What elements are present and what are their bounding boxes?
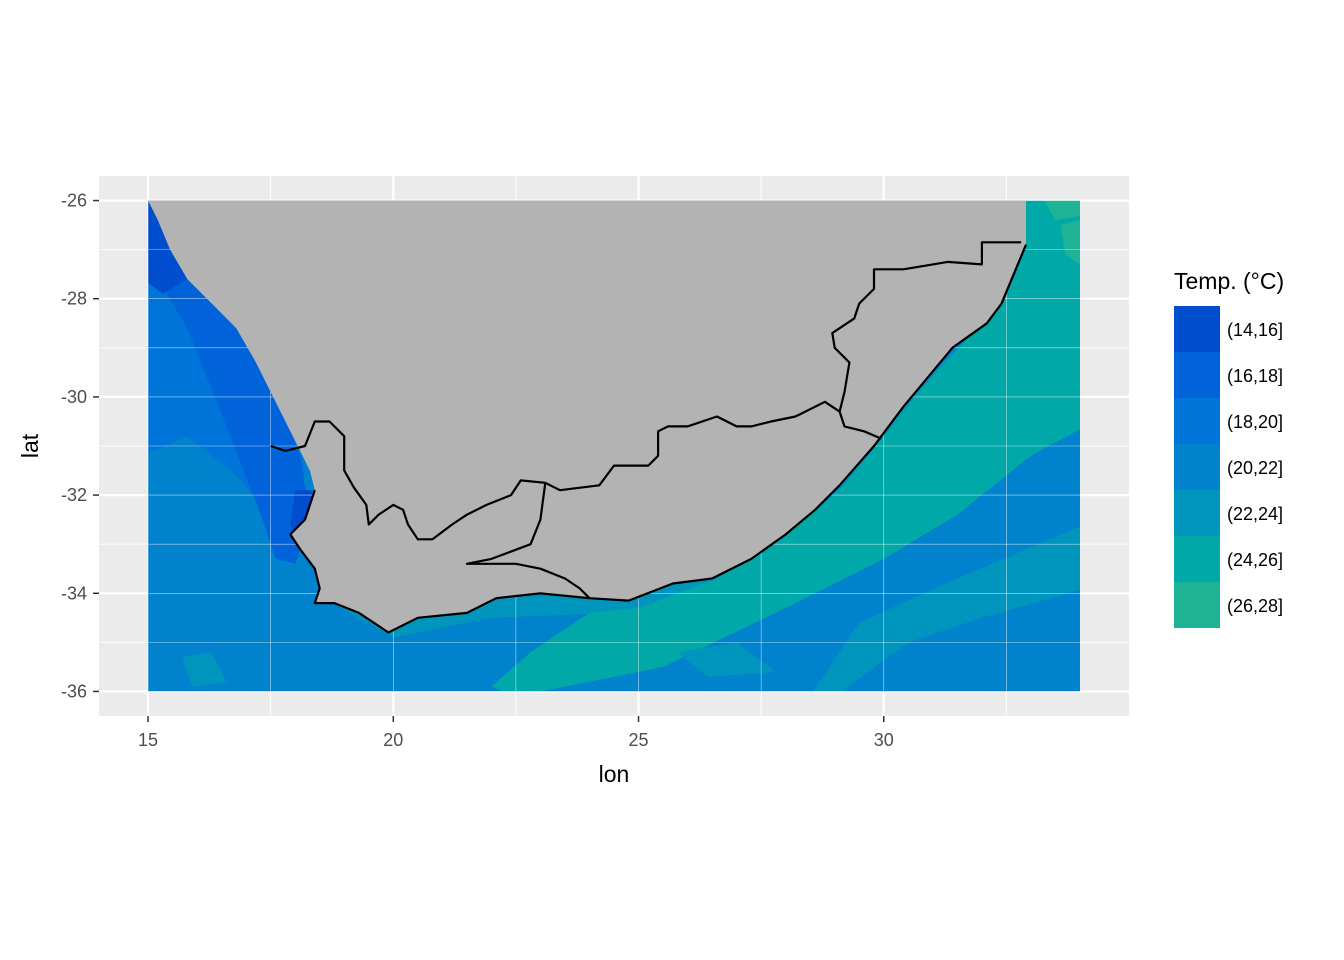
y-tick-label: -28	[61, 289, 87, 309]
legend: Temp. (°C) (14,16](16,18](18,20](20,22](…	[1174, 268, 1284, 628]
legend-label: (26,28]	[1227, 596, 1283, 616]
temperature-zone	[677, 642, 776, 677]
temperature-zone	[148, 200, 310, 564]
y-tick-label: -26	[61, 191, 87, 211]
y-tick-label: -34	[61, 583, 87, 603]
legend-swatch	[1174, 352, 1220, 398]
legend-swatch	[1174, 398, 1220, 444]
x-tick-label: 25	[629, 730, 649, 750]
legend-label: (18,20]	[1227, 412, 1283, 432]
legend-swatch	[1174, 444, 1220, 490]
temperature-zone	[182, 652, 227, 687]
y-axis-ticks: -26 -28 -30 -32 -34 -36	[61, 191, 99, 701]
legend-label: (20,22]	[1227, 458, 1283, 478]
legend-label: (22,24]	[1227, 504, 1283, 524]
y-tick-label: -36	[61, 681, 87, 701]
temperature-zone	[1043, 200, 1080, 221]
province-border	[270, 400, 841, 541]
legend-swatch	[1174, 490, 1220, 536]
x-tick-label: 20	[383, 730, 403, 750]
x-axis-title: lon	[599, 761, 630, 787]
x-axis-ticks: 15 20 25 30	[138, 716, 894, 750]
legend-label: (16,18]	[1227, 366, 1283, 386]
legend-title: Temp. (°C)	[1174, 268, 1284, 294]
y-tick-label: -30	[61, 387, 87, 407]
province-border	[465, 482, 591, 599]
province-border	[831, 241, 1022, 440]
legend-items: (14,16] (16,18] (18,20] (20,22] (22,24] (24,2…	[1174, 306, 1283, 628]
x-tick-label: 15	[138, 730, 158, 750]
temperature-zone	[1060, 220, 1080, 265]
temperature-zone	[841, 589, 1080, 692]
province-borders	[270, 241, 1022, 599]
legend-label: (24,26]	[1227, 550, 1283, 570]
legend-label: (14,16]	[1227, 320, 1283, 340]
legend-swatch	[1174, 306, 1220, 352]
temperature-zone	[148, 200, 188, 294]
legend-swatch	[1174, 536, 1220, 582]
y-axis-title: lat	[17, 433, 43, 458]
legend-swatch	[1174, 582, 1220, 628]
y-tick-label: -32	[61, 485, 87, 505]
x-tick-label: 30	[874, 730, 894, 750]
land-mass	[148, 200, 1027, 633]
coastline	[289, 244, 1028, 634]
